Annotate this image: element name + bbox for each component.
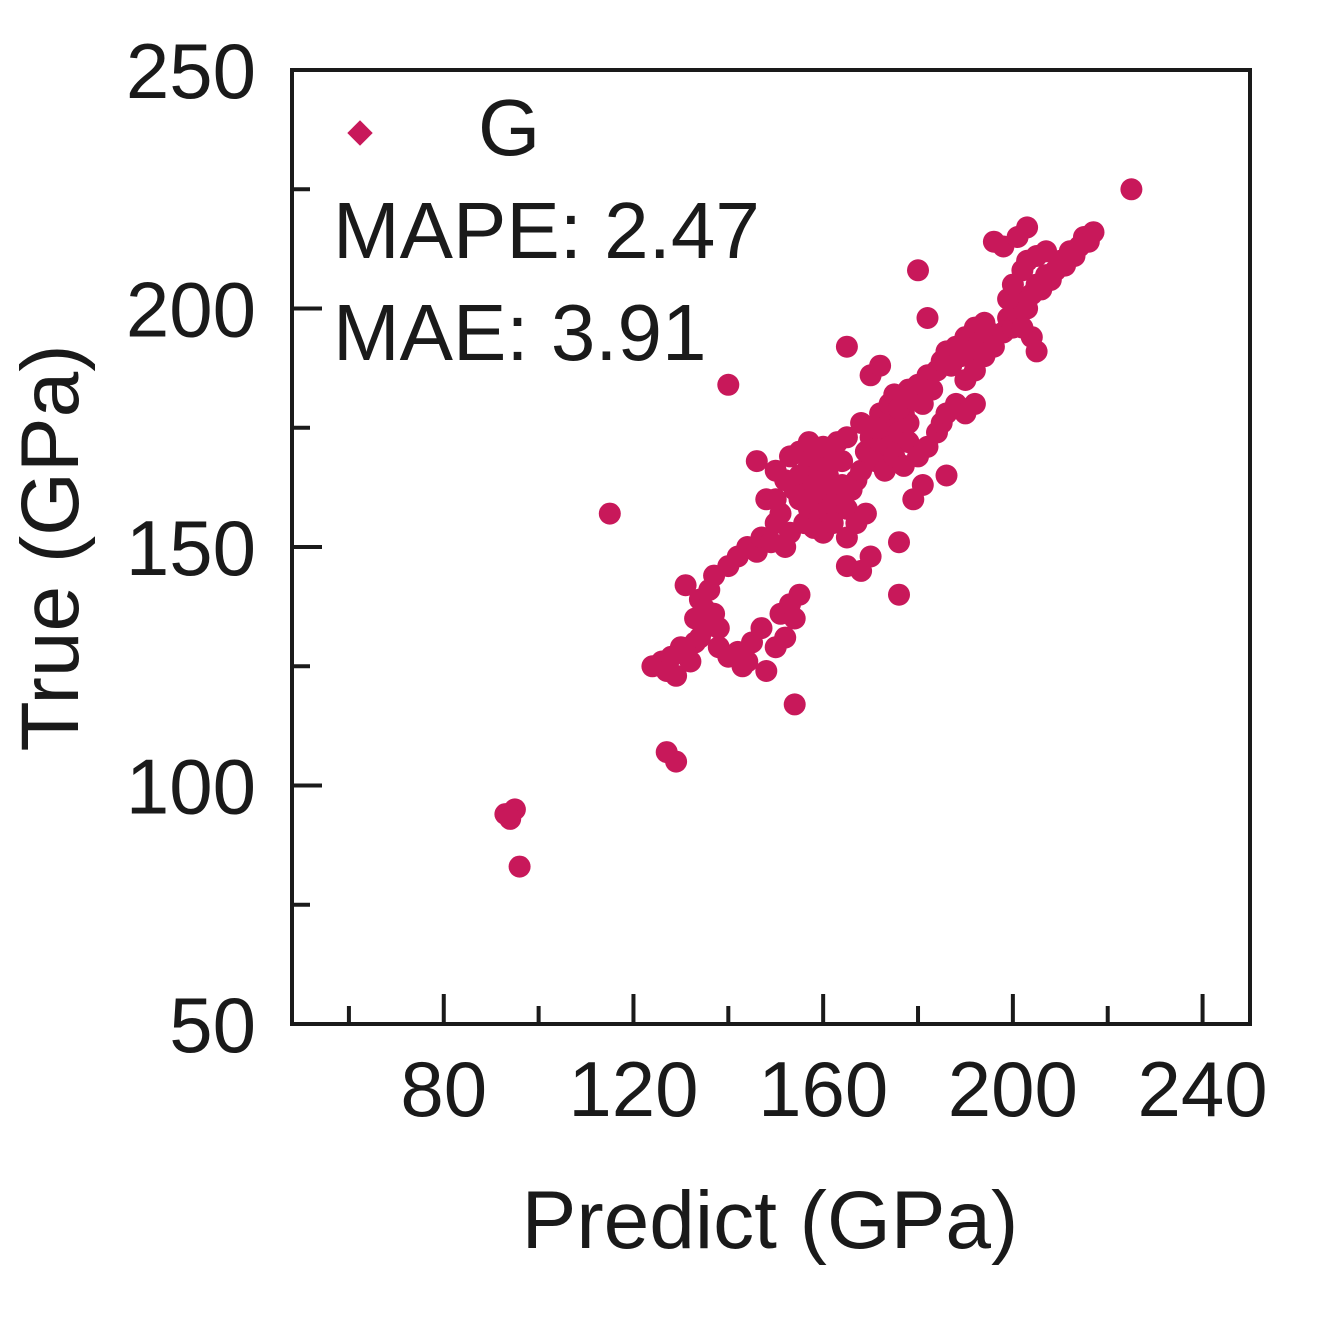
data-point	[750, 617, 773, 640]
x-tick-label: 120	[568, 1045, 698, 1133]
mape-annotation: MAPE: 2.47	[333, 186, 760, 275]
x-axis-label: Predict (GPa)	[522, 1175, 1019, 1266]
data-point	[954, 402, 977, 425]
y-axis-label: True (GPa)	[5, 344, 96, 751]
x-tick-label: 80	[400, 1045, 487, 1133]
data-point	[902, 488, 925, 511]
data-point	[864, 416, 887, 439]
y-tick-label: 50	[169, 981, 256, 1069]
data-point	[736, 650, 759, 673]
data-point	[892, 454, 915, 477]
data-point	[1035, 240, 1058, 263]
data-point	[665, 664, 688, 687]
data-point	[788, 583, 811, 606]
axis-tick-labels: 80 120 160 200 240 50 100 150 200 250	[126, 27, 1268, 1133]
data-point	[921, 378, 944, 401]
data-point	[1082, 221, 1105, 244]
data-point	[598, 502, 621, 525]
data-point	[508, 855, 531, 878]
data-point	[907, 259, 929, 282]
legend-marker-diamond	[347, 120, 373, 146]
data-point	[707, 617, 730, 640]
data-point	[665, 750, 688, 773]
data-point	[888, 531, 910, 554]
data-point	[783, 607, 806, 630]
y-tick-label: 200	[126, 266, 256, 354]
mae-annotation: MAE: 3.91	[333, 288, 707, 377]
data-point	[774, 626, 797, 649]
x-tick-label: 240	[1138, 1045, 1268, 1133]
data-point	[764, 488, 787, 511]
data-point	[755, 660, 778, 682]
data-point	[854, 502, 877, 525]
legend-label: G	[478, 83, 540, 172]
x-tick-label: 200	[948, 1045, 1078, 1133]
data-point	[859, 545, 882, 568]
y-tick-label: 100	[126, 743, 256, 831]
data-point	[1120, 178, 1143, 201]
data-point	[1006, 226, 1029, 248]
data-point	[888, 583, 910, 606]
data-point	[869, 354, 892, 377]
data-point	[835, 335, 858, 358]
data-point	[835, 426, 858, 449]
y-tick-label: 250	[126, 27, 256, 115]
data-point	[1011, 316, 1034, 339]
data-point	[935, 464, 958, 487]
y-tick-label: 150	[126, 504, 256, 592]
data-point	[821, 512, 844, 535]
legend: G	[347, 83, 540, 172]
data-points	[494, 178, 1143, 878]
data-point	[831, 450, 854, 473]
data-point	[684, 607, 707, 630]
data-point	[674, 574, 697, 597]
data-point	[764, 459, 787, 482]
data-point	[499, 807, 522, 830]
data-point	[717, 373, 740, 396]
data-point	[783, 693, 806, 716]
x-tick-label: 160	[758, 1045, 888, 1133]
data-point	[1025, 340, 1048, 363]
data-point	[745, 450, 768, 473]
axis-ticks	[292, 68, 1205, 1026]
data-point	[679, 650, 702, 673]
data-point	[916, 307, 939, 329]
